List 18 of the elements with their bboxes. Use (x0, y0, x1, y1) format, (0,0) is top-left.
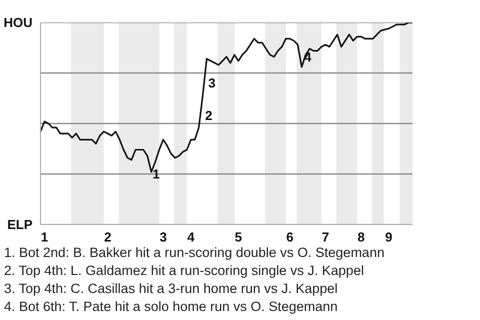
x-tick-label: 9 (385, 230, 392, 244)
annotation: 1 (152, 166, 160, 182)
ref-line-label: HOU (4, 15, 32, 30)
x-tick-label: 6 (286, 230, 294, 244)
text: 4. Bot 6th: T. Pate hit a solo home run vs O. Stegemann (4, 299, 338, 314)
annotation: 2 (205, 108, 212, 123)
x-tick-label: 4 (187, 230, 196, 244)
text: 1. Bot 2nd: B. Bakker hit a run-scoring double vs O. Stegemann (4, 245, 384, 260)
x-tick-label: 8 (357, 230, 365, 244)
text: 2. Top 4th: L. Galdamez hit a run-scoring single vs J. Kappel (4, 263, 364, 278)
x-tick-label: 2 (104, 230, 112, 244)
annotation: 3 (208, 76, 216, 91)
x-tick-label: 3 (160, 230, 167, 244)
x-tick-label: 1 (40, 230, 48, 244)
x-tick-label: 7 (322, 230, 330, 244)
ref-line-label: ELP (7, 217, 33, 232)
text: 3. Top 4th: C. Casillas hit a 3-run home run vs J. Kappel (4, 281, 338, 296)
x-tick-label: 5 (234, 230, 242, 244)
